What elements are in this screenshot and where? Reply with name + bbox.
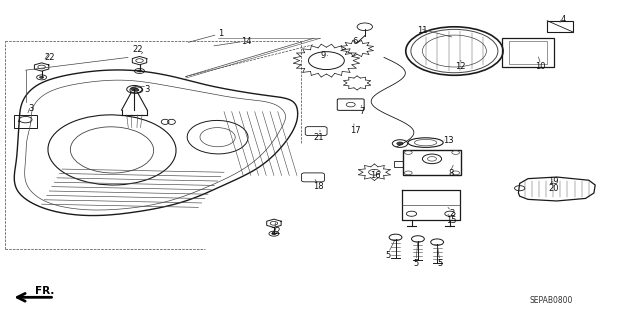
Text: 5: 5 (413, 259, 419, 268)
Text: 15: 15 (447, 216, 457, 225)
Text: 11: 11 (417, 26, 428, 35)
Circle shape (40, 76, 44, 78)
Text: 14: 14 (241, 37, 252, 46)
Text: 18: 18 (313, 182, 323, 191)
Text: SEPAB0800: SEPAB0800 (530, 296, 573, 305)
Text: 3: 3 (145, 85, 150, 94)
Bar (403, 150, 461, 175)
Circle shape (134, 89, 139, 91)
Circle shape (138, 70, 141, 72)
Text: 5: 5 (437, 259, 442, 268)
Circle shape (272, 233, 276, 235)
Circle shape (397, 142, 403, 145)
Text: FR.: FR. (35, 286, 54, 296)
Text: 19: 19 (548, 177, 559, 186)
Text: 16: 16 (370, 171, 380, 180)
Bar (502, 38, 554, 67)
Text: 2: 2 (449, 209, 454, 218)
Text: 12: 12 (456, 63, 466, 71)
Text: 17: 17 (350, 126, 360, 135)
Text: 22: 22 (45, 53, 55, 62)
Bar (547, 21, 573, 32)
Bar (394, 161, 403, 167)
Text: 4: 4 (561, 15, 566, 24)
Text: 5: 5 (386, 251, 391, 260)
Text: 9: 9 (321, 51, 326, 60)
Text: 20: 20 (548, 184, 559, 193)
Bar (14, 115, 37, 128)
Text: 22: 22 (270, 227, 280, 236)
Bar (509, 41, 547, 64)
Text: 13: 13 (443, 136, 453, 145)
Text: 10: 10 (536, 63, 546, 71)
Text: 3: 3 (28, 104, 33, 113)
Text: 1: 1 (218, 29, 223, 38)
Circle shape (131, 88, 138, 91)
Text: 7: 7 (359, 107, 364, 116)
Text: 8: 8 (449, 169, 454, 178)
Text: 22: 22 (132, 45, 143, 54)
Text: 6: 6 (353, 37, 358, 46)
Text: 21: 21 (314, 133, 324, 142)
